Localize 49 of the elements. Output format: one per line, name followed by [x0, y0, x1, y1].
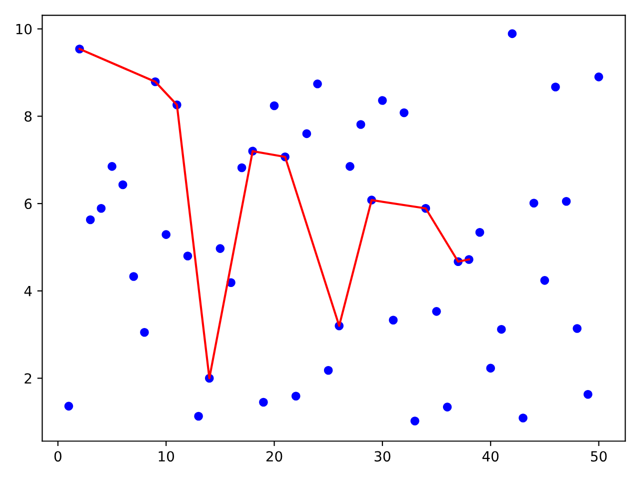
point [551, 82, 560, 92]
point [129, 272, 138, 281]
point [324, 366, 333, 375]
point [572, 324, 582, 333]
x-tick-label: 10 [158, 451, 174, 462]
x-tick-label: 50 [591, 451, 607, 462]
point [313, 80, 322, 88]
point [86, 215, 95, 224]
point [216, 244, 225, 253]
point [118, 180, 128, 190]
point [259, 398, 268, 407]
point [270, 101, 279, 110]
point [540, 276, 550, 285]
point [400, 108, 408, 118]
point [162, 230, 170, 239]
point [64, 402, 74, 411]
point [508, 29, 517, 38]
point [529, 198, 538, 208]
point [356, 120, 366, 129]
y-tick-label: 10 [16, 24, 32, 34]
point [292, 392, 300, 401]
point [108, 162, 116, 171]
point [497, 324, 506, 334]
y-tick-label: 2 [24, 373, 32, 384]
point [562, 196, 571, 206]
point [194, 412, 203, 421]
y-tick-label: 4 [24, 286, 32, 296]
point [432, 307, 441, 316]
point [475, 228, 484, 237]
point [346, 162, 354, 171]
point [237, 163, 246, 172]
y-tick-label: 8 [24, 111, 32, 122]
point [518, 414, 528, 422]
x-tick-label: 20 [266, 451, 282, 462]
y-tick-label: 6 [24, 198, 32, 210]
point [584, 390, 592, 399]
x-tick-label: 40 [482, 451, 499, 462]
point [140, 328, 149, 337]
x-tick-label: 0 [54, 451, 62, 462]
point [388, 316, 398, 325]
point [96, 204, 106, 213]
point [594, 72, 604, 82]
point [486, 364, 495, 373]
point [410, 416, 420, 426]
point [442, 402, 452, 412]
point [378, 96, 387, 105]
x-tick-label: 30 [374, 451, 390, 462]
point [183, 252, 192, 260]
point [302, 129, 312, 138]
